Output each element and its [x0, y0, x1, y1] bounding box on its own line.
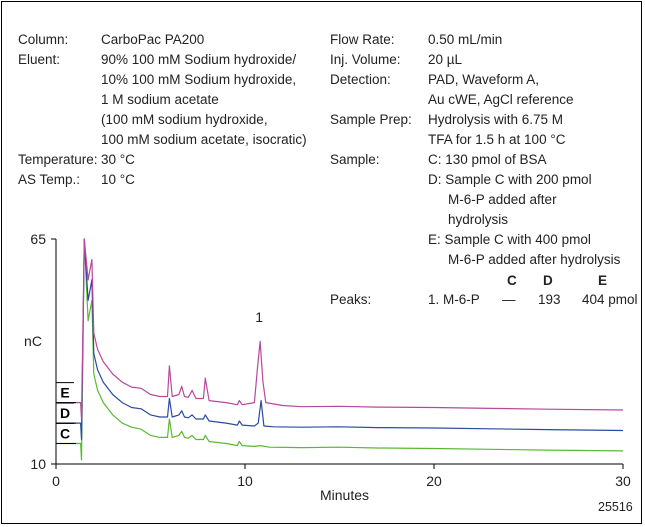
sample-label: Sample:	[330, 152, 380, 167]
sample-line: C: 130 pmol of BSA	[428, 152, 547, 167]
flow-value: 0.50 mL/min	[428, 32, 503, 47]
eluent-line: 1 M sodium acetate	[101, 92, 219, 107]
eluent-label: Eluent:	[18, 52, 61, 67]
eluent-line: 10% 100 mM Sodium hydroxide,	[101, 72, 297, 87]
peaks-header-c: C	[507, 273, 517, 288]
detection-line: Au cWE, AgCl reference	[428, 92, 574, 107]
peak-value-d: 193	[538, 292, 561, 307]
peak-value-e: 404 pmol	[582, 292, 638, 307]
inj-value: 20 µL	[428, 52, 463, 67]
detection-line: PAD, Waveform A,	[428, 72, 540, 87]
inj-label: Inj. Volume:	[330, 52, 401, 67]
sample-line: E: Sample C with 400 pmol	[428, 232, 591, 247]
temperature-value: 30 °C	[101, 152, 135, 167]
as-temp-value: 10 °C	[101, 172, 135, 187]
prep-line: TFA for 1.5 h at 100 °C	[428, 132, 566, 147]
peaks-header-d: D	[543, 273, 553, 288]
sample-line: hydrolysis	[448, 212, 509, 227]
sample-line: M-6-P added after hydrolysis	[448, 252, 621, 267]
eluent-line: 90% 100 mM Sodium hydroxide/	[101, 52, 297, 67]
temperature-label: Temperature:	[18, 152, 98, 167]
eluent-line: 100 mM sodium acetate, isocratic)	[101, 132, 307, 147]
column-value: CarboPac PA200	[101, 32, 205, 47]
column-label: Column:	[18, 32, 69, 47]
detection-label: Detection:	[330, 72, 391, 87]
peaks-header-e: E	[598, 273, 608, 288]
figure-id: 25516	[598, 500, 633, 514]
sample-line: D: Sample C with 200 pmol	[428, 172, 592, 187]
flow-label: Flow Rate:	[330, 32, 395, 47]
prep-label: Sample Prep:	[330, 112, 412, 127]
peak-name: 1. M-6-P	[428, 292, 480, 307]
sample-line: M-6-P added after	[448, 192, 557, 207]
as-temp-label: AS Temp.:	[18, 172, 81, 187]
peaks-label: Peaks:	[330, 292, 372, 307]
eluent-line: (100 mM sodium hydroxide,	[101, 112, 268, 127]
peak-value-c: —	[502, 292, 516, 307]
prep-line: Hydrolysis with 6.75 M	[428, 112, 564, 127]
